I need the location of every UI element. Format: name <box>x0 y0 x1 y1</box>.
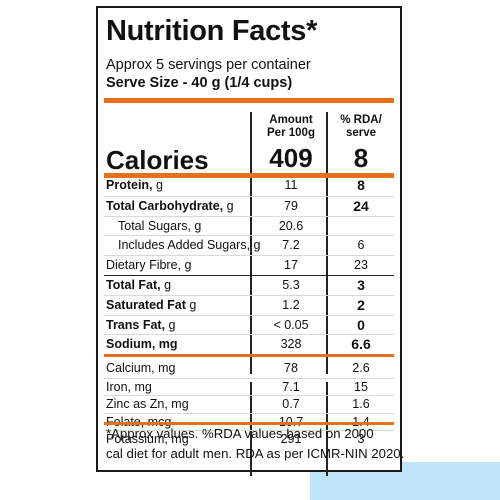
nutrient-rda: 8 <box>357 177 365 193</box>
nutrient-rda: 6.6 <box>351 336 371 353</box>
nutrient-name: Total Carbohydrate, g <box>106 197 234 216</box>
nutrient-rda: 2 <box>357 296 365 313</box>
mineral-row: Calcium, mg 78 2.6 <box>104 360 394 377</box>
nutrient-amount: 5.3 <box>282 278 300 292</box>
mineral-name: Folate, mcg <box>106 414 171 431</box>
nutrient-rda: 6 <box>357 238 365 253</box>
nutrient-unit: g <box>160 278 172 292</box>
nutrition-facts-label: Nutrition Facts* Approx 5 servings per c… <box>96 6 405 476</box>
nutrient-name-bold: Protein, <box>106 178 153 192</box>
nutrient-name-bold: Total Fat, <box>106 278 161 292</box>
mineral-amount: 10.7 <box>256 414 326 431</box>
mineral-rda: 1.6 <box>352 397 370 411</box>
amount-column-header: Amount Per 100g <box>256 114 326 140</box>
nutrient-unit: g <box>152 178 163 192</box>
mineral-row: Folate, mcg 10.71.4 <box>104 412 396 431</box>
mineral-amount: 291 <box>280 432 302 446</box>
mineral-name: Iron, mg <box>106 379 152 394</box>
serve-size: Serve Size - 40 g (1/4 cups) <box>106 75 293 91</box>
mineral-row: Iron, mg 7.1 15 <box>104 377 394 396</box>
footnote-line2: cal diet for adult men. RDA as per ICMR-… <box>106 446 405 461</box>
nutrient-amount: 17 <box>284 258 298 273</box>
mineral-name: Zinc as Zn, mg <box>106 397 189 411</box>
divider-bar <box>104 422 394 425</box>
divider-bar <box>104 354 394 357</box>
nutrient-name-bold: Trans Fat, <box>106 317 166 332</box>
column-divider <box>250 382 252 476</box>
nutrient-rda: 0 <box>357 316 365 333</box>
nutrient-name: Total Sugars, g <box>118 217 201 236</box>
nutrient-amount: 79 <box>284 198 298 213</box>
nutrient-unit: g <box>165 317 176 332</box>
mineral-rda: 15 <box>354 379 368 394</box>
nutrient-name: Trans Fat, g <box>106 316 175 335</box>
nutrient-name-bold: Saturated Fat <box>106 297 186 312</box>
nutrient-row: Total Carbohydrate, g 79 24 <box>104 195 394 216</box>
nutrient-unit: Total Sugars, g <box>118 218 202 233</box>
nutrient-row: Total Sugars, g 20.6 <box>104 215 394 236</box>
servings-per-container: Approx 5 servings per container <box>106 57 311 73</box>
calories-amount: 409 <box>269 143 313 173</box>
rda-column-header: % RDA/ serve <box>326 114 396 140</box>
nutrient-row: Sodium, mg 328 6.6 <box>104 334 394 354</box>
mineral-name: Potassium, mg <box>106 432 189 446</box>
nutrient-row: Dietary Fibre, g 17 23 <box>104 255 394 275</box>
calories-rda: 8 <box>353 143 369 173</box>
footnote-line1: *Approx values. %RDA values based on 200… <box>106 426 374 441</box>
rda-header-line1: % RDA/ <box>340 114 382 126</box>
mineral-rda: 2.6 <box>352 361 370 375</box>
amount-header-line2: Per 100g <box>267 127 315 139</box>
mineral-row: Zinc as Zn, mg 0.7 1.6 <box>104 395 394 413</box>
nutrient-amount: 328 <box>280 337 302 352</box>
nutrient-name: Saturated Fat g <box>106 296 196 315</box>
nutrient-name: Dietary Fibre, g <box>106 256 191 275</box>
column-divider <box>250 112 252 374</box>
nutrient-rda: 24 <box>353 197 369 214</box>
nutrient-unit: Dietary Fibre, g <box>106 258 192 273</box>
nutrient-name: Sodium, mg <box>106 335 178 354</box>
label-title: Nutrition Facts* <box>106 15 318 47</box>
divider-bar <box>104 173 394 178</box>
nutrient-name: Total Fat, g <box>106 276 171 295</box>
nutrient-amount: 20.6 <box>278 218 304 233</box>
mineral-rda: 1.4 <box>326 414 396 431</box>
column-divider <box>326 382 328 476</box>
nutrient-amount: 1.2 <box>282 297 300 312</box>
nutrient-name-bold: Sodium, mg <box>106 337 178 352</box>
calories-label: Calories <box>106 145 209 175</box>
footnote: *Approx values. %RDA values based on 200… <box>106 424 405 464</box>
nutrient-unit: g <box>223 198 234 213</box>
column-divider <box>326 112 328 374</box>
mineral-amount: 78 <box>284 361 298 375</box>
mineral-row: Potassium, mg 291 3 <box>104 430 394 448</box>
nutrient-name: Protein, g <box>106 176 163 195</box>
mineral-amount: 7.1 <box>282 379 300 394</box>
rda-header-line2: serve <box>345 127 377 139</box>
mineral-rda: 3 <box>357 432 365 446</box>
nutrient-amount: 7.2 <box>282 238 300 253</box>
mineral-name: Calcium, mg <box>106 361 176 375</box>
nutrient-rda: 3 <box>357 277 365 293</box>
nutrient-rda: 23 <box>354 258 368 273</box>
nutrient-amount: 11 <box>284 178 298 192</box>
nutrient-row: Saturated Fat g 1.2 2 <box>104 294 394 315</box>
nutrient-unit: Includes Added Sugars, g <box>118 238 261 253</box>
nutrient-row: Trans Fat, g < 0.05 0 <box>104 314 394 335</box>
nutrient-row: Protein, g 11 8 <box>104 176 394 195</box>
nutrient-row: Includes Added Sugars, g 7.2 6 <box>104 235 394 255</box>
nutrient-name: Includes Added Sugars, g <box>118 236 260 255</box>
divider-bar <box>104 98 394 103</box>
nutrient-amount: < 0.05 <box>273 317 309 332</box>
amount-header-line1: Amount <box>269 114 313 126</box>
nutrient-unit: g <box>185 297 197 312</box>
mineral-amount: 0.7 <box>282 397 300 411</box>
nutrient-row: Total Fat, g 5.3 3 <box>104 275 394 295</box>
nutrient-name-bold: Total Carbohydrate, <box>106 198 224 213</box>
